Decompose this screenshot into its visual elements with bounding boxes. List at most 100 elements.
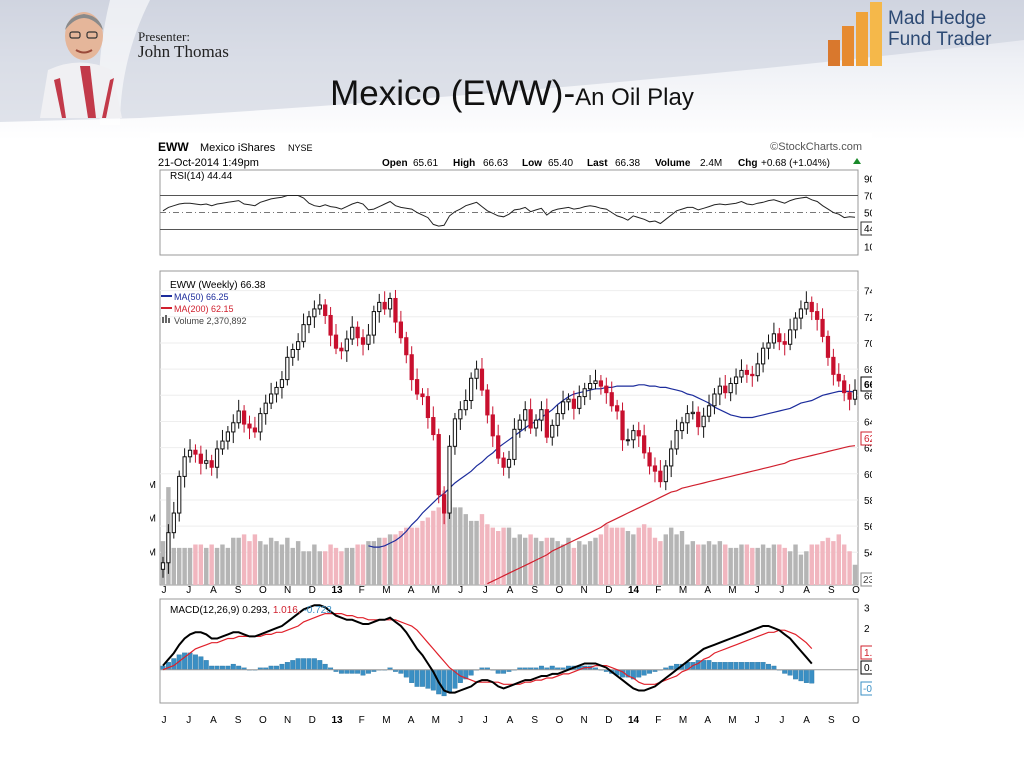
volume-bar xyxy=(458,507,463,585)
rsi-badge: 44.44 xyxy=(864,224,872,235)
candle-body xyxy=(771,333,777,344)
x-axis-label: D xyxy=(309,715,316,726)
volume-bar xyxy=(528,534,533,585)
candle-body xyxy=(679,422,685,432)
volume-bar xyxy=(236,537,241,585)
volume-bar xyxy=(485,524,490,585)
slide-title-main: Mexico (EWW)- xyxy=(330,74,576,113)
candle-body xyxy=(842,380,847,394)
candle-body xyxy=(463,400,468,411)
macd-hist-bar xyxy=(268,665,274,670)
quote-high-label: High xyxy=(453,158,475,169)
chart-panels: 1030507090545658606264666870727410M20M30… xyxy=(137,169,876,726)
presenter-photo xyxy=(40,12,122,118)
macd-hist-bar xyxy=(284,662,290,670)
candle-body xyxy=(344,338,349,352)
candle-body xyxy=(187,449,193,458)
candle-body xyxy=(274,386,279,395)
macd-hist-bar xyxy=(717,662,723,670)
ma200-badge: 62.15 xyxy=(864,434,872,445)
volume-bar xyxy=(241,534,247,585)
x-axis-label: M xyxy=(728,585,736,596)
macd-hist-bar xyxy=(501,669,507,674)
candle-body xyxy=(631,430,636,441)
x-axis-label: J xyxy=(483,585,488,596)
candle-body xyxy=(642,435,647,454)
logo-bars-icon xyxy=(828,2,882,66)
macd-hist-bar xyxy=(192,654,198,670)
macd-hist-bar xyxy=(771,665,777,670)
candle-body xyxy=(436,434,441,496)
candle-body xyxy=(782,341,787,345)
macd-hist-bar xyxy=(760,662,766,670)
candle-body xyxy=(333,334,339,349)
macd-hist-bar xyxy=(739,662,744,670)
price-tick: 54 xyxy=(864,548,872,559)
x-axis-label: 13 xyxy=(331,585,343,596)
x-axis-label: A xyxy=(408,585,415,596)
x-axis-label: A xyxy=(507,715,514,726)
candle-body xyxy=(533,419,539,429)
candle-body xyxy=(852,389,858,400)
volume-bar xyxy=(377,537,382,585)
quote-last: 66.38 xyxy=(615,158,640,169)
candle-body xyxy=(323,304,328,316)
macd-hist-bar xyxy=(668,665,674,670)
candle-body xyxy=(506,458,512,468)
candle-body xyxy=(625,439,631,442)
volume-bar xyxy=(717,541,723,585)
candle-body xyxy=(744,369,749,375)
volume-bar xyxy=(744,544,750,585)
quote-last-label: Last xyxy=(587,158,608,169)
volume-bar xyxy=(582,544,587,585)
candle-body xyxy=(404,337,409,356)
volume-bar xyxy=(344,547,350,585)
volume-bar xyxy=(760,544,766,585)
volume-bar xyxy=(295,541,301,585)
macd-badge: 0.293 xyxy=(864,663,872,674)
volume-bar xyxy=(490,527,495,585)
candle-body xyxy=(847,392,852,400)
candle-body xyxy=(690,411,695,415)
volume-bar xyxy=(668,527,674,585)
macd-signal-badge: 1.016 xyxy=(864,648,872,659)
candle-body xyxy=(398,321,403,339)
candle-body xyxy=(582,388,587,398)
candle-body xyxy=(831,356,836,375)
x-axis-label: 14 xyxy=(628,715,640,726)
presenter-label: Presenter: xyxy=(138,29,190,44)
x-axis-label: M xyxy=(432,715,440,726)
rsi-tick: 10 xyxy=(864,243,872,254)
volume-bar xyxy=(268,537,274,585)
candle-body xyxy=(739,369,744,378)
macd-hist-bar xyxy=(236,665,242,670)
macd-hist-bar xyxy=(766,663,771,670)
price-tick: 72 xyxy=(864,313,872,324)
volume-bar xyxy=(387,534,393,585)
candle-body xyxy=(788,329,793,345)
volume-bar xyxy=(787,551,793,585)
price-tick: 68 xyxy=(864,365,872,376)
volume-bar xyxy=(501,527,506,585)
volume-bar xyxy=(701,544,706,585)
candle-body xyxy=(312,308,317,318)
volume-bar xyxy=(279,544,285,585)
volume-bar xyxy=(723,544,728,585)
candle-body xyxy=(301,324,306,343)
volume-bar xyxy=(609,527,614,585)
macd-hist-bar xyxy=(798,669,804,682)
macd-hist-bar xyxy=(209,665,215,670)
x-axis-label: J xyxy=(186,585,191,596)
macd-hist-bar xyxy=(749,662,755,670)
candle-body xyxy=(733,376,739,385)
candle-body xyxy=(604,385,609,394)
x-axis-label: D xyxy=(605,585,612,596)
rsi-tick: 50 xyxy=(864,209,872,220)
x-axis-label: N xyxy=(284,585,291,596)
price-tick: 74 xyxy=(864,287,872,298)
macd-hist-bar xyxy=(230,663,236,670)
candle-body xyxy=(496,435,501,459)
candle-body xyxy=(366,334,371,345)
candle-body xyxy=(306,316,312,326)
candle-body xyxy=(160,562,166,570)
